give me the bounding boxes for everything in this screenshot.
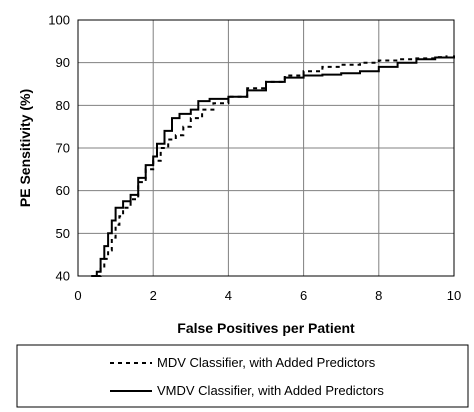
y-tick-label: 70	[56, 141, 70, 156]
series-line-mdv	[96, 55, 448, 277]
legend-label-mdv: MDV Classifier, with Added Predictors	[157, 355, 376, 370]
y-tick-label: 60	[56, 183, 70, 198]
x-tick-label: 2	[150, 288, 157, 303]
plot-area-border	[77, 19, 455, 277]
x-tick-label: 0	[74, 288, 81, 303]
y-tick-label: 40	[56, 269, 70, 284]
series-lines	[91, 55, 455, 277]
y-tick-labels: 40 50 60 70 80 90 100	[48, 13, 70, 284]
x-tick-labels: 0 2 4 6 8 10	[74, 288, 461, 303]
x-tick-label: 4	[225, 288, 232, 303]
y-tick-label: 50	[56, 226, 70, 241]
y-tick-label: 80	[56, 98, 70, 113]
x-tick-label: 6	[300, 288, 307, 303]
y-axis-title: PE Sensitivity (%)	[17, 89, 33, 207]
legend-box	[16, 344, 469, 408]
legend-label-vmdv: VMDV Classifier, with Added Predictors	[157, 383, 384, 398]
x-axis-title: False Positives per Patient	[177, 320, 355, 336]
x-tick-label: 8	[375, 288, 382, 303]
x-tick-label: 10	[447, 288, 461, 303]
gridlines	[77, 19, 455, 277]
y-tick-label: 100	[48, 13, 70, 28]
y-tick-label: 90	[56, 55, 70, 70]
series-line-vmdv	[91, 55, 455, 277]
